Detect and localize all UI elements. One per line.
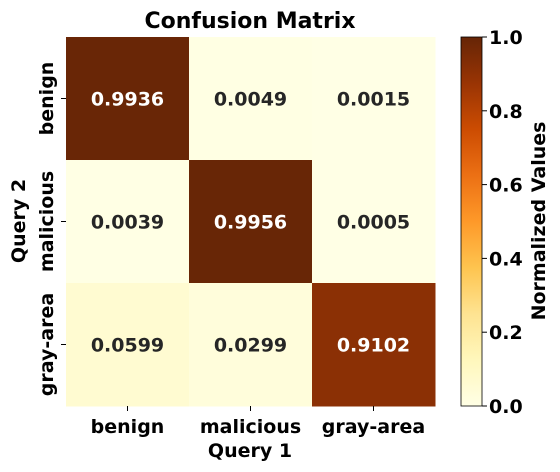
x-tick-label: benign [91,416,165,438]
colorbar-tick-label: 0.2 [489,322,523,344]
x-axis-ticks: benign malicious gray-area [91,406,425,438]
heatmap-cell [66,160,190,284]
y-tick-label: malicious [36,171,58,272]
heatmap-cell [189,283,313,407]
heatmap-cell [66,283,190,407]
colorbar-ticks: 0.0 0.2 0.4 0.6 0.8 1.0 [482,27,523,418]
cell-value-label: 0.0599 [91,335,164,357]
y-axis-label: Query 2 [8,179,30,263]
colorbar [460,36,483,407]
colorbar-tick-label: 1.0 [489,27,523,49]
x-tick-label: malicious [200,416,301,438]
cell-value-label: 0.0299 [214,335,287,357]
cell-value-label: 0.9956 [214,212,287,234]
heatmap-cell [189,160,313,284]
y-axis-ticks: benign malicious gray-area [36,62,66,396]
heatmap-cell [66,37,190,161]
chart-title: Confusion Matrix [144,9,355,34]
colorbar-tick-label: 0.6 [489,175,523,197]
colorbar-tick-label: 0.0 [489,396,523,418]
x-axis-label: Query 1 [208,440,292,462]
cell-value-label: 0.0015 [337,89,410,111]
heatmap-value-labels: 0.9936 0.0049 0.0015 0.0039 0.9956 0.0005 0.05… [91,89,410,357]
heatmap-cell [312,283,436,407]
colorbar-tick-label: 0.8 [489,101,523,123]
cell-value-label: 0.9936 [91,89,164,111]
heatmap-cell [189,37,313,161]
heatmap-cells [66,37,436,407]
cell-value-label: 0.0005 [337,212,410,234]
y-tick-label: benign [36,62,58,136]
colorbar-label: Normalized Values [528,122,550,321]
cell-value-label: 0.0039 [91,212,164,234]
heatmap-cell [312,160,436,284]
y-tick-label: gray-area [36,293,58,396]
cell-value-label: 0.9102 [337,335,410,357]
cell-value-label: 0.0049 [214,89,287,111]
heatmap-cell [312,37,436,161]
x-tick-label: gray-area [322,416,425,438]
colorbar-tick-label: 0.4 [489,248,523,270]
